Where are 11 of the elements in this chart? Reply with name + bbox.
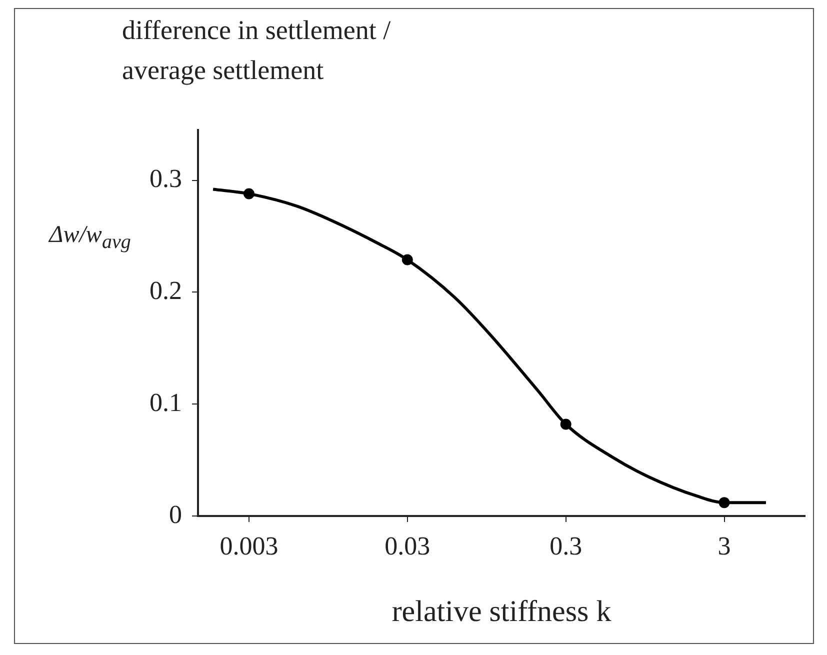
x-tick-label: 0.003: [220, 531, 278, 560]
chart-title: difference in settlement / average settlement: [122, 14, 392, 87]
y-tick-label: 0: [169, 500, 182, 529]
x-tick-label: 0.3: [550, 531, 582, 560]
y-tick-label: 0.3: [150, 164, 182, 194]
y-axis-title: Δw/w$_{avg}$: [47, 222, 132, 254]
x-tick-label: 0.03: [384, 531, 430, 560]
x-axis-title: relative stiffness k: [392, 594, 612, 628]
y-tick-label: 0.1: [150, 388, 182, 417]
y-tick-label: 0.2: [150, 276, 182, 306]
x-tick-label: 3: [718, 531, 731, 560]
